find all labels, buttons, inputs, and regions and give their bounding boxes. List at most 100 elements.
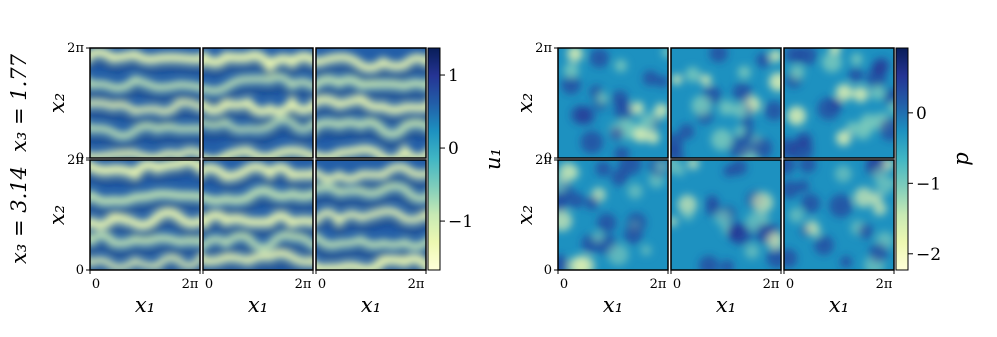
blob <box>691 95 712 116</box>
heatmap-panel <box>90 48 200 158</box>
blob <box>789 65 805 80</box>
blob-dark <box>839 255 853 269</box>
blob <box>766 232 781 250</box>
heatmap-texture <box>561 48 668 158</box>
y-axis-label: x₂ <box>513 205 537 225</box>
blob-dark <box>698 255 719 270</box>
blob-dark <box>642 70 659 86</box>
wave-dark <box>90 203 200 214</box>
blob-dark <box>784 248 798 269</box>
row-label: x₃ = 3.14 <box>7 166 31 264</box>
y-axis-label: x₂ <box>45 93 69 113</box>
blob <box>671 160 681 174</box>
y-tick-label: 0 <box>76 151 84 166</box>
colorbar-label: p <box>949 152 973 165</box>
wave <box>203 73 313 95</box>
panel-frame <box>670 159 782 271</box>
wave <box>316 75 426 91</box>
blob-dark <box>671 147 685 158</box>
wave <box>90 208 200 230</box>
wave <box>203 49 313 74</box>
colorbar <box>427 47 441 271</box>
wave-dark <box>316 220 426 235</box>
x-tick-label: 2π <box>408 277 425 292</box>
blob-dark <box>589 48 610 68</box>
blob-dark <box>740 116 754 130</box>
blob <box>661 48 668 58</box>
blob <box>875 178 893 196</box>
heatmap-texture <box>558 160 668 270</box>
x-tick-label: 0 <box>560 277 568 292</box>
heatmap-panel <box>558 48 668 158</box>
blob-dark <box>678 123 695 140</box>
heatmap-panel <box>671 48 781 158</box>
panel-frame <box>783 47 895 159</box>
wave-dark <box>90 135 200 149</box>
x-axis-label: x₁ <box>361 293 381 317</box>
wave <box>90 99 200 116</box>
x-axis-label: x₁ <box>829 293 849 317</box>
wave-dark <box>90 111 200 125</box>
blob-dark <box>570 105 590 125</box>
wave-dark <box>203 129 313 143</box>
wave <box>90 48 200 65</box>
blob-dark <box>784 138 797 158</box>
blob <box>870 85 885 101</box>
blob <box>821 52 842 73</box>
blob <box>850 53 863 66</box>
wave <box>203 210 313 230</box>
blob-dark <box>709 48 728 63</box>
blob <box>567 48 583 62</box>
wave-dark <box>203 111 313 125</box>
blob <box>685 66 701 83</box>
panel-frame <box>315 159 427 271</box>
x-tick-label: 0 <box>318 277 326 292</box>
wave <box>316 163 426 183</box>
x-tick-label: 2π <box>650 277 667 292</box>
blob <box>734 126 745 137</box>
blob-dark <box>705 194 719 208</box>
blob <box>596 92 608 104</box>
heatmap-texture <box>316 163 426 270</box>
heatmap-texture <box>90 48 200 158</box>
heatmap-panel <box>784 48 894 158</box>
blob-dark <box>868 242 889 263</box>
blob <box>638 114 656 132</box>
blob-dark <box>618 160 642 176</box>
panel-frame <box>202 159 314 271</box>
blob <box>752 192 774 213</box>
wave <box>90 254 200 270</box>
wave-dark <box>316 89 426 99</box>
blob <box>853 121 872 140</box>
wave-dark <box>203 64 313 80</box>
x-axis-label: x₁ <box>135 293 155 317</box>
blob <box>804 220 820 235</box>
wave <box>203 146 313 158</box>
blob-dark <box>727 221 746 240</box>
blob <box>631 101 645 115</box>
y-axis-label: x₂ <box>45 205 69 225</box>
y-tick-label: 2π <box>535 153 552 168</box>
panel-frame <box>315 47 427 159</box>
wave <box>90 75 200 92</box>
blob <box>592 231 604 243</box>
blob <box>677 194 698 215</box>
colorbar-tick-label: −2 <box>916 245 941 265</box>
blob-dark <box>731 160 748 176</box>
blob <box>614 59 628 73</box>
wave <box>90 122 200 140</box>
blob <box>671 74 682 85</box>
heatmap-panel <box>203 160 313 270</box>
panel-frame <box>89 47 201 159</box>
blob <box>872 201 887 216</box>
row-label: x₃ = 1.77 <box>7 53 31 152</box>
blob-dark <box>796 132 813 149</box>
x-tick-label: 2π <box>295 277 312 292</box>
blob <box>568 256 589 270</box>
wave <box>203 162 313 182</box>
blob <box>768 72 781 92</box>
wave <box>316 143 426 158</box>
wave <box>316 53 426 73</box>
wave <box>203 95 313 117</box>
heatmap-texture <box>784 48 894 158</box>
